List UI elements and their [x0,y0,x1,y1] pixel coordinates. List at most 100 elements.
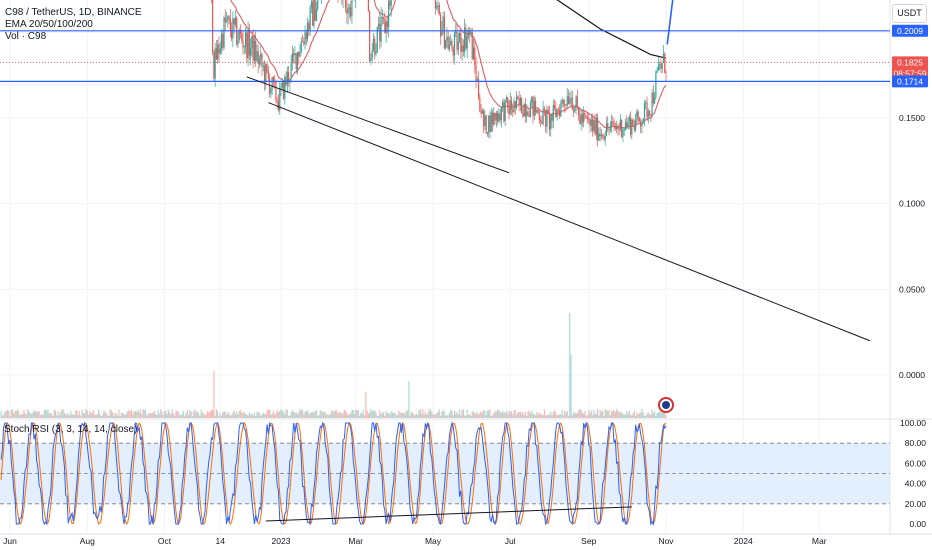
volume-bar [427,412,429,418]
volume-bar [322,412,324,418]
candle-body [612,121,614,123]
volume-bar [505,410,508,418]
volume-bar [190,411,192,418]
candle-body [253,40,256,61]
candle-body [561,99,563,103]
volume-bar [545,415,547,418]
time-tick-label: 2023 [272,536,291,546]
candle-body [389,0,391,6]
volume-bar [9,415,11,418]
volume-bar [419,409,421,418]
candle-body [219,48,221,54]
volume-bar [111,412,114,418]
candle-body [227,16,229,21]
volume-bar [113,415,115,418]
symbol-title: C98 / TetherUS, 1D, BINANCE [5,7,142,18]
candle-body [635,120,637,130]
volume-bar [263,413,266,418]
volume-bar [453,410,456,418]
candle-body [536,109,538,113]
volume-bar [106,415,109,418]
volume-bar [87,415,90,418]
volume-bar [476,411,478,418]
candle-body [662,53,665,63]
volume-bar [129,411,131,418]
volume-bar [218,415,220,418]
volume-bar [167,409,169,418]
volume-bar [665,415,667,418]
volume-bar [286,409,288,418]
volume-bar [157,410,159,418]
candle-body [494,112,496,121]
volume-bar [215,409,218,418]
volume-bar [641,409,643,418]
volume-bar [578,410,580,418]
candle-body [233,18,235,25]
volume-bar [609,414,611,418]
candle-body [605,123,608,136]
volume-bar [100,415,102,418]
volume-bar [212,409,214,418]
volume-bar [358,415,361,418]
volume-bar [162,414,164,418]
volume-bar [229,415,231,418]
volume-bar [438,409,440,418]
candle-body [540,120,542,122]
volume-bar [261,413,263,418]
volume-bar [72,414,74,418]
volume-bar [109,409,111,418]
volume-bar [195,412,197,418]
volume-bar [318,415,320,418]
candle-body [304,32,306,45]
candle-body [488,115,490,133]
volume-bar [38,411,40,418]
candle-body [595,118,597,135]
candle-body [269,78,271,94]
volume-bar [481,413,483,418]
candle-body [584,113,586,116]
volume-bar [177,412,180,418]
candle-body [648,110,651,115]
volume-bar [333,411,335,418]
volume-bar [233,409,235,418]
candle-body [447,36,449,50]
volume-bar [280,409,282,418]
volume-bar [523,415,525,418]
price-pane [0,0,890,418]
candle-body [542,108,544,124]
candle-body [294,53,296,56]
time-tick-label: Jul [505,536,516,546]
volume-bar [155,414,157,418]
candle-body [524,103,527,117]
candle-body [608,129,610,131]
volume-bar [518,412,520,418]
volume-bar [376,415,378,418]
volume-bar [125,413,128,418]
volume-bar [82,413,85,418]
volume-bar [550,411,552,418]
volume-bar [37,411,39,418]
volume-bar [586,415,589,418]
volume-bar [0,411,2,418]
volume-bar [510,411,513,418]
volume-bar [165,411,167,418]
volume-bar [362,409,364,418]
volume-bar [619,412,622,418]
volume-bar [591,415,594,418]
volume-bar [258,413,261,418]
candle-body [562,99,565,105]
volume-bar [590,410,592,418]
volume-bar [48,413,50,418]
currency-button[interactable]: USDT [892,4,927,23]
volume-bar [361,413,363,418]
volume-bar [343,409,345,418]
volume-bar [547,415,549,418]
volume-bar [338,412,340,418]
volume-bar [484,411,486,418]
candle-body [443,16,445,49]
volume-bar [290,412,292,418]
volume-bar [22,413,24,418]
candle-body [527,111,529,116]
volume-bar [621,412,623,418]
